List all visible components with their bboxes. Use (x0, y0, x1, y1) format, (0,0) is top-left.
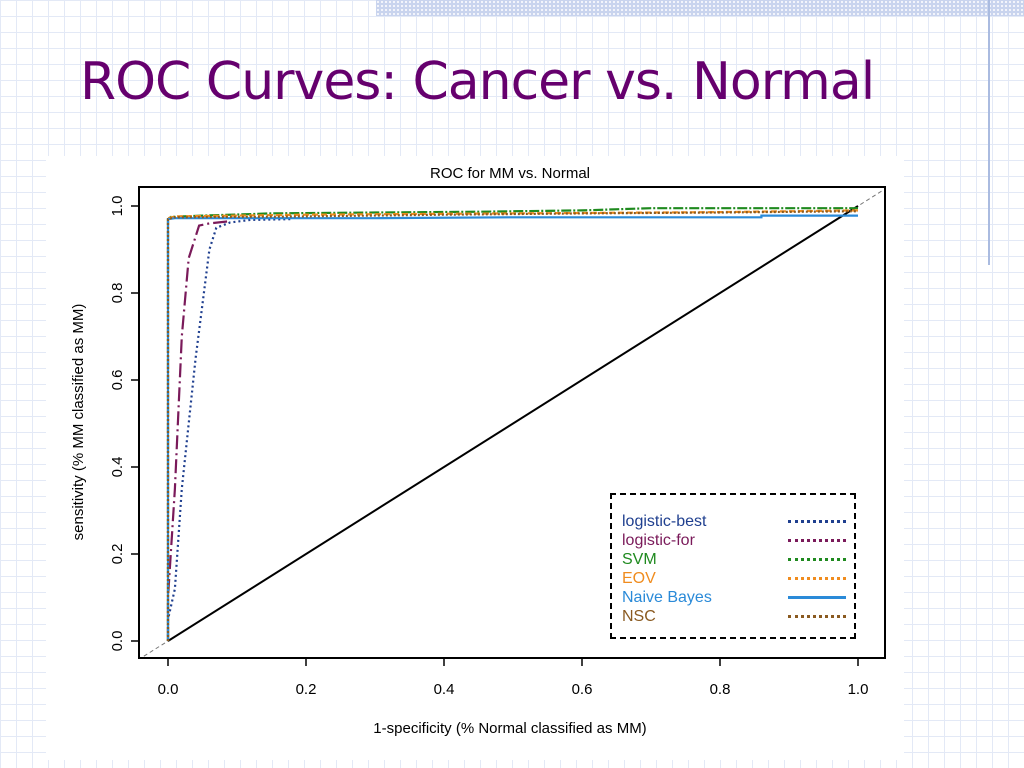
legend-label: logistic-best (622, 513, 707, 530)
y-axis-label: sensitivity (% MM classified as MM) (70, 304, 87, 541)
y-tick-label: 0.4 (109, 457, 126, 478)
series-line-nsc (166, 210, 859, 641)
legend-swatch (788, 577, 846, 580)
legend-label: NSC (622, 608, 656, 625)
legend-label: logistic-for (622, 532, 695, 549)
legend-entry: SVM (622, 550, 854, 569)
legend-entry: logistic-best (622, 512, 854, 531)
legend-entry: EOV (622, 569, 854, 588)
legend-label: Naive Bayes (622, 589, 712, 606)
legend-entry: Naive Bayes (622, 588, 854, 607)
series-line-logistic-for (166, 220, 231, 641)
y-tick-label: 0.0 (109, 631, 126, 652)
legend-swatch (788, 558, 846, 561)
roc-chart-panel: ROC for MM vs. Normal 0.0 0.2 0.4 0.6 0.8 1.0… (46, 156, 904, 760)
x-tick-label: 0.6 (572, 681, 593, 698)
roc-chart-svg: ROC for MM vs. Normal 0.0 0.2 0.4 0.6 0.8 1.0… (70, 165, 886, 737)
x-tick-label: 0.0 (158, 681, 179, 698)
reference-diagonal-line (167, 205, 859, 642)
legend-label: SVM (622, 551, 657, 568)
x-tick-label: 0.2 (296, 681, 317, 698)
y-tick-label: 0.6 (109, 370, 126, 391)
legend-entry: NSC (622, 607, 854, 626)
y-tick-label: 1.0 (109, 196, 126, 217)
plot-frame (138, 186, 886, 659)
legend-swatch (788, 520, 846, 523)
y-tick-label: 0.2 (109, 544, 126, 565)
legend-swatch (788, 596, 846, 599)
series-line-logistic-best (166, 218, 293, 641)
legend-entry: logistic-for (622, 531, 854, 550)
x-axis-label: 1-specificity (% Normal classified as MM… (373, 720, 646, 737)
x-tick-label: 0.4 (434, 681, 455, 698)
x-tick-label: 0.8 (710, 681, 731, 698)
x-tick-label: 1.0 (848, 681, 869, 698)
legend-swatch (788, 615, 846, 618)
legend-label: EOV (622, 570, 656, 587)
legend-swatch (788, 539, 846, 542)
chart-title: ROC for MM vs. Normal (430, 165, 590, 182)
header-decoration-band (376, 0, 1024, 16)
right-edge-rule (988, 0, 990, 265)
slide-title: ROC Curves: Cancer vs. Normal (80, 52, 875, 112)
y-tick-label: 0.8 (109, 283, 126, 304)
chart-legend: logistic-best logistic-for SVM EOV Naive Bay… (610, 493, 856, 639)
